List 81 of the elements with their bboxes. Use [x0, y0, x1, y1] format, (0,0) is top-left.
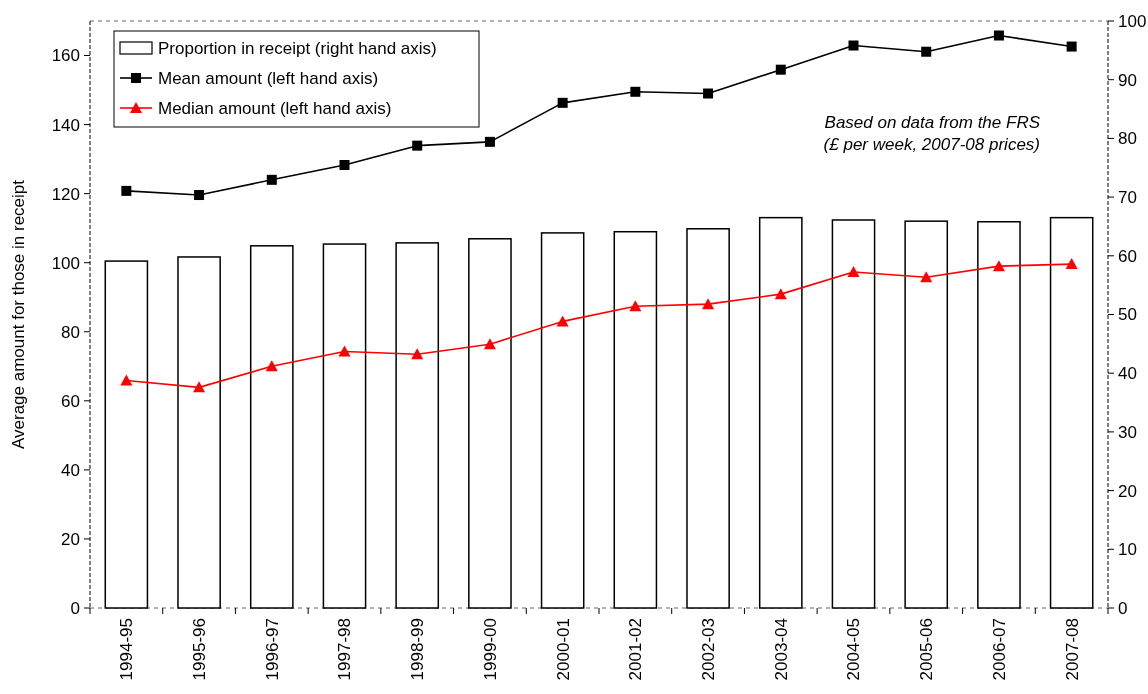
y2-tick-label: 70: [1118, 188, 1137, 208]
point: [556, 315, 569, 327]
point: [703, 88, 714, 99]
point: [629, 300, 642, 312]
y-tick-label: 60: [61, 391, 80, 411]
point: [1066, 41, 1077, 52]
point: [411, 348, 424, 360]
point: [412, 140, 423, 151]
bar: [831, 219, 876, 609]
point: [483, 338, 496, 350]
bar: [468, 238, 512, 609]
y-tick-label: 120: [51, 184, 80, 204]
y2-tick-label: 20: [1118, 481, 1137, 501]
point: [339, 159, 350, 170]
y2-tick-label: 100: [1118, 11, 1147, 31]
x-tick-label: 1994-95: [117, 618, 137, 681]
y-tick-label: 20: [61, 529, 80, 549]
y2-tick-label: 30: [1118, 422, 1137, 442]
legend-label: Proportion in receipt (right hand axis): [158, 38, 437, 58]
x-tick-label: 1996-97: [262, 618, 282, 681]
y2-tick-label: 90: [1118, 70, 1137, 90]
point: [630, 86, 641, 97]
y-tick-label: 0: [70, 598, 80, 618]
x-tick-label: 2006-07: [989, 618, 1009, 681]
legend-label: Median amount (left hand axis): [158, 98, 392, 118]
bar: [758, 216, 803, 609]
y2-tick-label: 40: [1118, 364, 1137, 384]
point: [920, 271, 933, 283]
bar: [1049, 216, 1094, 609]
bar: [177, 256, 221, 609]
x-tick-label: 1998-99: [408, 618, 428, 681]
x-tick-label: 2002-03: [699, 618, 719, 681]
point: [774, 288, 787, 300]
y-tick-label: 160: [51, 46, 80, 66]
point: [193, 381, 206, 393]
y2-tick-label: 10: [1118, 540, 1137, 560]
y2-tick-label: 60: [1118, 246, 1137, 266]
y-tick-label: 80: [61, 322, 80, 342]
legend-label: Mean amount (left hand axis): [158, 68, 379, 88]
y-tick-label: 140: [51, 115, 80, 135]
x-tick-label: 2003-04: [771, 618, 791, 681]
y-axis-title: Average amount for those in receipt: [9, 179, 28, 450]
point: [121, 185, 132, 196]
point: [848, 40, 859, 51]
y2-tick-label: 0: [1118, 598, 1128, 618]
x-tick-label: 1995-96: [190, 618, 210, 681]
annotation: Based on data from the FRS (£ per week, 2007-08 prices): [823, 113, 1041, 154]
y2-tick-label: 80: [1118, 129, 1137, 149]
x-tick-label: 1997-98: [335, 618, 355, 681]
x-tick-label: 2004-05: [844, 618, 864, 681]
x-tick-label: 2001-02: [626, 618, 646, 681]
x-tick-label: 2007-08: [1062, 618, 1082, 681]
bar: [904, 220, 949, 609]
bar: [613, 230, 658, 609]
y-tick-label: 40: [61, 460, 80, 480]
point: [120, 374, 133, 386]
point: [847, 266, 860, 278]
x-tick-label: 2005-06: [917, 618, 937, 681]
bar: [977, 221, 1021, 609]
bar: [322, 243, 367, 609]
point: [702, 298, 715, 310]
point: [484, 136, 495, 147]
point: [557, 97, 568, 108]
bar: [540, 232, 585, 609]
y2-tick-label: 50: [1118, 305, 1137, 325]
point: [266, 174, 277, 185]
point: [265, 360, 278, 372]
point: [1065, 258, 1078, 270]
point: [921, 46, 932, 57]
point: [338, 345, 351, 357]
point: [992, 260, 1005, 272]
point: [194, 190, 205, 201]
x-tick-label: 1999-00: [480, 618, 500, 681]
point: [775, 64, 786, 75]
bar: [249, 245, 294, 609]
y-tick-label: 100: [51, 253, 80, 273]
bar: [686, 228, 730, 609]
bar: [395, 242, 440, 609]
point: [993, 30, 1004, 41]
x-tick-label: 2000-01: [553, 618, 573, 681]
bar: [104, 260, 149, 609]
